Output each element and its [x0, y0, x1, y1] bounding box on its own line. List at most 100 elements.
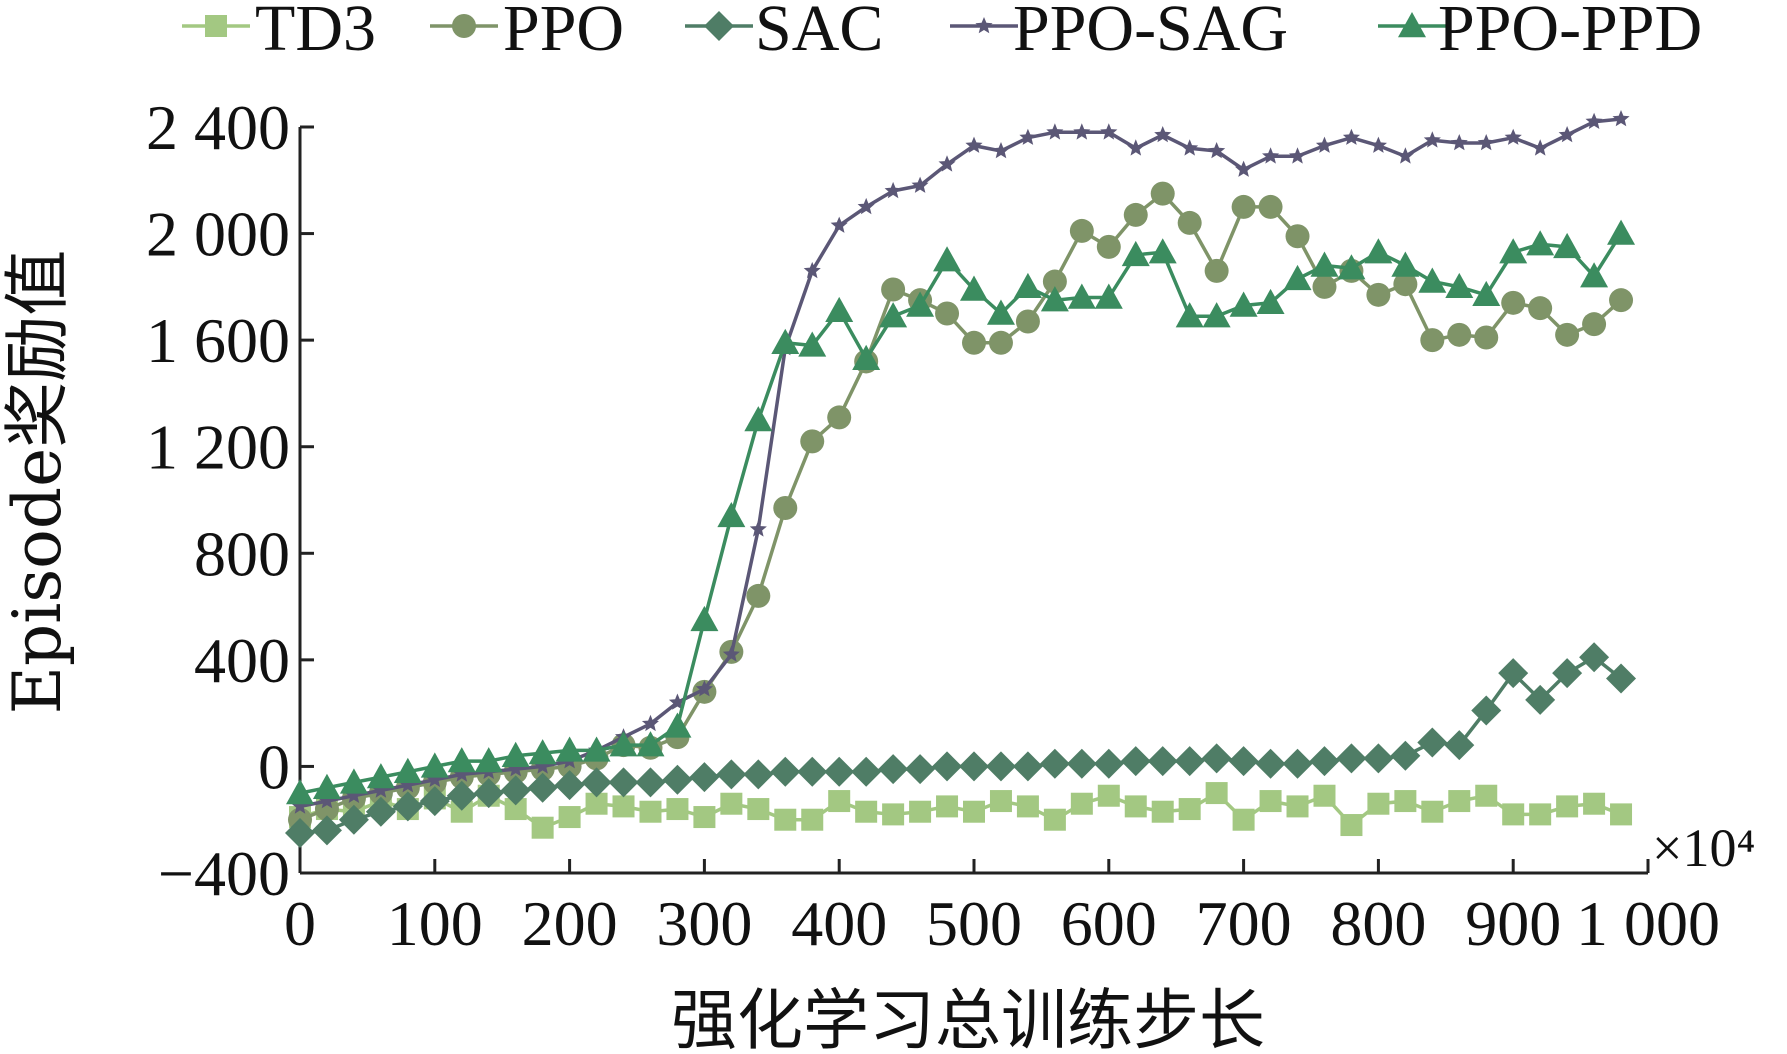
data-point-sac — [878, 754, 909, 785]
data-point-ppo-ppd — [1283, 264, 1312, 291]
data-point-ppo-sag — [992, 142, 1010, 159]
data-point-sac — [635, 767, 666, 798]
data-point-ppo-ppd — [1445, 272, 1474, 299]
data-point-td3 — [1097, 784, 1120, 807]
data-point-sac — [311, 815, 342, 846]
legend-item-ppo: PPO — [430, 0, 624, 65]
legend-label-ppo-sag: PPO-SAG — [1013, 0, 1288, 65]
data-point-ppo-ppd — [366, 763, 395, 789]
data-point-ppo — [1150, 181, 1175, 206]
data-point-ppo — [746, 583, 771, 608]
legend-marker-ppo — [452, 14, 476, 38]
data-point-ppo — [1366, 282, 1391, 307]
data-point-ppo — [1393, 272, 1418, 297]
x-tick-label: 900 — [1465, 888, 1561, 959]
data-point-ppo-ppd — [1202, 302, 1231, 328]
data-point-ppo-ppd — [1040, 286, 1069, 312]
data-point-td3 — [1232, 808, 1255, 831]
data-point-td3 — [1259, 790, 1282, 813]
data-point-sac — [338, 804, 369, 835]
data-point-sac — [1012, 751, 1043, 782]
data-point-ppo-sag — [749, 520, 767, 537]
data-point-ppo-sag — [1262, 147, 1280, 164]
data-point-ppo-ppd — [339, 768, 368, 794]
data-point-ppo-ppd — [555, 736, 584, 762]
data-point-ppo-ppd — [1526, 230, 1555, 256]
data-point-ppo-ppd — [852, 344, 881, 370]
data-point-ppo — [962, 330, 986, 355]
data-point-ppo-sag — [1612, 110, 1630, 127]
legend-marker-td3 — [205, 15, 227, 37]
data-point-td3 — [828, 790, 851, 813]
data-point-td3 — [963, 800, 985, 823]
data-point-sac — [1174, 746, 1205, 777]
data-point-ppo-ppd — [1580, 262, 1609, 288]
data-point-ppo-ppd — [690, 605, 719, 632]
data-point-ppo — [1042, 269, 1067, 294]
data-point-td3 — [1475, 784, 1498, 807]
data-point-ppo-sag — [965, 136, 983, 153]
data-point-ppo-sag — [453, 765, 471, 782]
data-point-td3 — [558, 806, 581, 829]
data-point-sac — [1417, 727, 1448, 758]
data-point-ppo-sag — [803, 261, 821, 279]
data-point-ppo-ppd — [286, 779, 314, 805]
data-point-ppo-ppd — [1472, 280, 1501, 307]
data-point-sac — [770, 756, 801, 787]
data-point-sac — [1228, 746, 1259, 777]
data-point-td3 — [1583, 792, 1606, 815]
data-point-ppo-sag — [938, 155, 956, 172]
legend: TD3 PPO SAC PPO-SAG PPO-PPD — [182, 0, 1702, 65]
data-point-ppo — [1555, 322, 1580, 347]
data-point-ppo — [935, 301, 960, 326]
legend-item-td3: TD3 — [182, 0, 376, 65]
data-point-sac — [1066, 748, 1097, 779]
data-point-td3 — [1286, 795, 1309, 818]
x-tick-label: 0 — [284, 888, 316, 959]
series-lines — [285, 110, 1637, 849]
data-point-td3 — [1556, 795, 1579, 818]
data-point-ppo-ppd — [393, 757, 422, 783]
data-point-td3 — [1421, 800, 1444, 823]
data-point-ppo-ppd — [582, 736, 611, 762]
data-point-sac — [851, 756, 882, 787]
data-point-td3 — [1016, 795, 1039, 818]
data-point-ppo — [800, 429, 825, 454]
data-point-ppo-ppd — [986, 299, 1015, 325]
data-point-ppo-ppd — [447, 747, 476, 773]
data-point-ppo-sag — [911, 176, 929, 193]
data-point-ppo-sag — [1504, 128, 1522, 145]
data-point-ppo-ppd — [1094, 283, 1123, 309]
data-point-ppo — [1258, 194, 1283, 219]
data-point-ppo-sag — [641, 714, 659, 732]
data-point-ppo-sag — [1046, 123, 1064, 140]
series-sac — [285, 642, 1637, 849]
x-tick-label: 600 — [1061, 888, 1157, 959]
y-tick-label: 800 — [194, 518, 290, 589]
data-point-sac — [581, 767, 612, 798]
data-point-sac — [959, 751, 989, 782]
data-point-ppo-sag — [668, 693, 686, 710]
x-tick-label: 700 — [1196, 888, 1292, 959]
data-point-td3 — [1178, 798, 1201, 821]
data-point-ppo-sag — [1154, 126, 1172, 143]
data-point-td3 — [1367, 792, 1390, 815]
data-point-ppo-sag — [507, 760, 525, 777]
data-point-ppo — [1015, 309, 1040, 334]
data-point-ppo-ppd — [1175, 302, 1204, 328]
data-point-ppo-ppd — [1418, 267, 1447, 293]
data-point-sac — [365, 796, 396, 827]
data-point-ppo — [1231, 194, 1256, 219]
data-point-ppo-ppd — [663, 712, 692, 738]
data-point-sac — [285, 818, 315, 849]
data-point-td3 — [450, 800, 473, 823]
y-tick-label: −400 — [158, 838, 290, 909]
series-ppo-ppd — [286, 219, 1636, 805]
data-point-td3 — [1394, 790, 1417, 813]
data-point-ppo-sag — [1289, 147, 1307, 164]
data-point-sac — [689, 762, 720, 793]
data-point-td3 — [882, 803, 905, 826]
data-point-ppo-ppd — [717, 501, 746, 528]
data-point-sac — [608, 767, 639, 798]
